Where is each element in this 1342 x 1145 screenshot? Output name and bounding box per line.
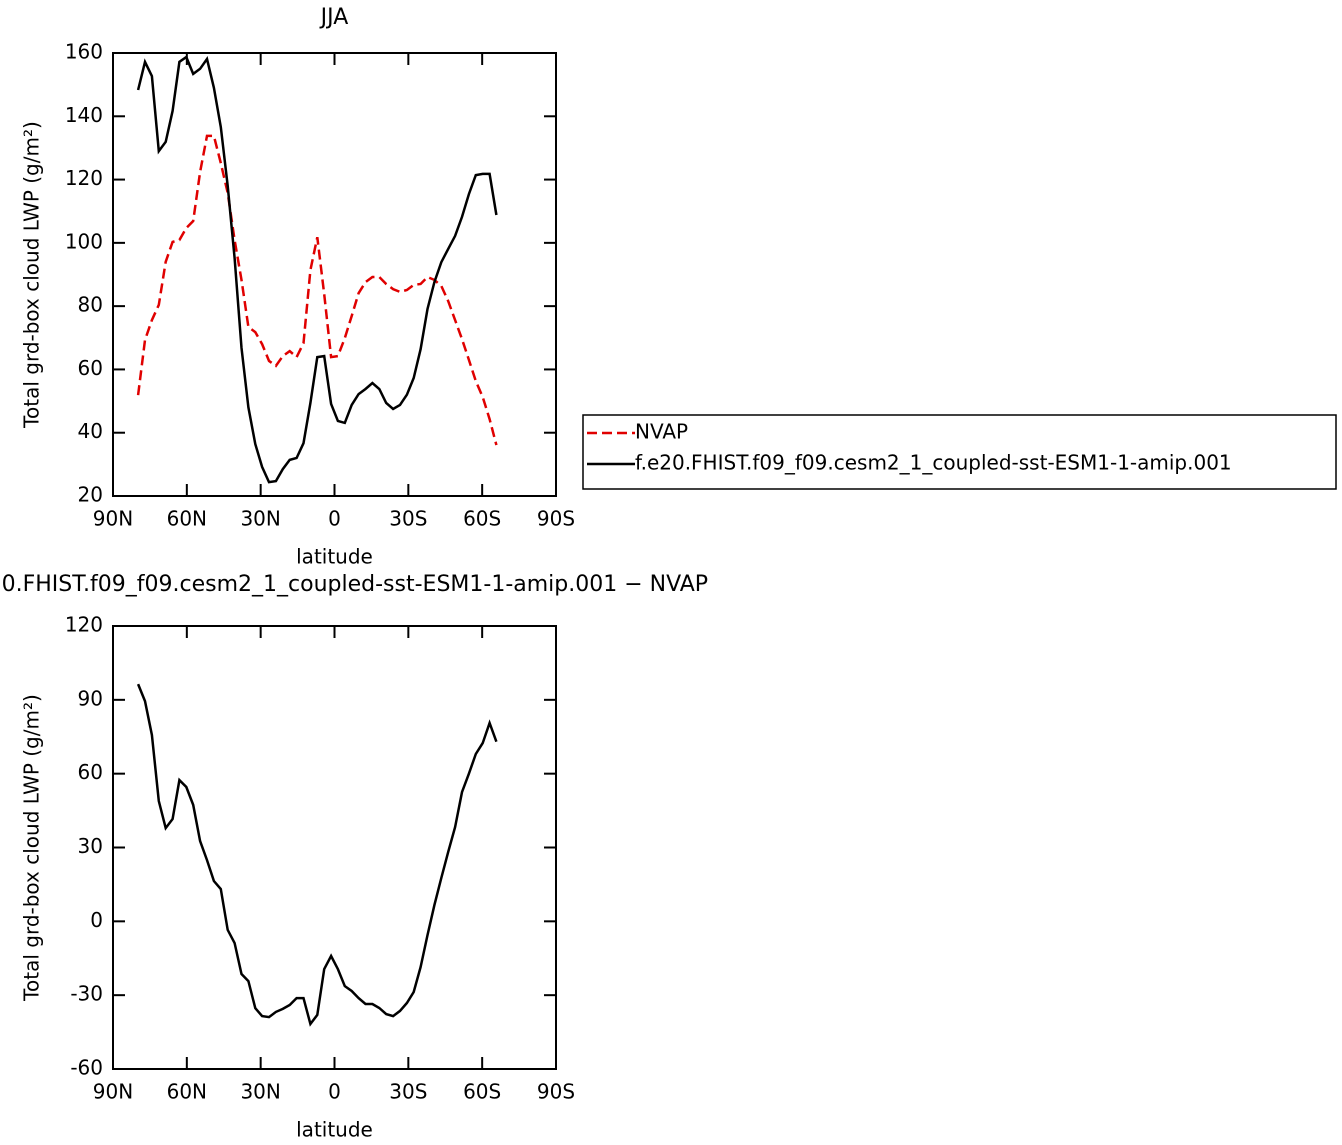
y-tick-label: 120 — [65, 166, 103, 190]
y-tick-label: 20 — [78, 483, 103, 507]
x-tick-label: 90N — [93, 507, 133, 531]
x-tick-label: 60S — [463, 507, 501, 531]
x-tick-label: 30N — [240, 507, 280, 531]
x-tick-label: 90S — [537, 1080, 575, 1104]
legend-label: f.e20.FHIST.f09_f09.cesm2_1_coupled-sst-… — [635, 451, 1232, 475]
data-line — [136, 134, 498, 446]
x-tick-label: 0 — [328, 1080, 341, 1104]
y-tick-label: 30 — [78, 834, 103, 858]
y-tick-label: -30 — [70, 982, 103, 1006]
y-tick-label: 160 — [65, 40, 103, 64]
x-tick-label: 60N — [167, 507, 207, 531]
legend-label: NVAP — [635, 420, 688, 444]
x-axis-label: latitude — [296, 545, 373, 569]
chart-title: f.e20.FHIST.f09_f09.cesm2_1_coupled-sst-… — [0, 572, 708, 597]
y-tick-label: 80 — [78, 293, 103, 317]
x-tick-label: 90S — [537, 507, 575, 531]
y-tick-label: 40 — [78, 419, 103, 443]
data-line — [136, 55, 498, 484]
y-axis-label: Total grd-box cloud LWP (g/m²) — [20, 694, 44, 1002]
x-tick-label: 90N — [93, 1080, 133, 1104]
y-tick-label: 90 — [78, 686, 103, 710]
y-tick-label: 60 — [78, 760, 103, 784]
x-tick-label: 0 — [328, 507, 341, 531]
x-axis-label: latitude — [296, 1118, 373, 1142]
y-tick-label: 0 — [90, 908, 103, 932]
plot-frame — [112, 625, 557, 1070]
y-tick-label: 100 — [65, 229, 103, 253]
chart-title: JJA — [319, 5, 349, 30]
x-tick-label: 30S — [389, 507, 427, 531]
y-tick-label: 120 — [65, 613, 103, 637]
x-tick-label: 30S — [389, 1080, 427, 1104]
y-tick-label: -60 — [70, 1056, 103, 1080]
y-tick-label: 140 — [65, 103, 103, 127]
data-line — [136, 683, 498, 1027]
x-tick-label: 30N — [240, 1080, 280, 1104]
x-tick-label: 60S — [463, 1080, 501, 1104]
legend-box — [582, 414, 1337, 490]
y-axis-label: Total grd-box cloud LWP (g/m²) — [20, 121, 44, 429]
y-tick-label: 60 — [78, 356, 103, 380]
x-tick-label: 60N — [167, 1080, 207, 1104]
plot-frame — [112, 52, 557, 497]
